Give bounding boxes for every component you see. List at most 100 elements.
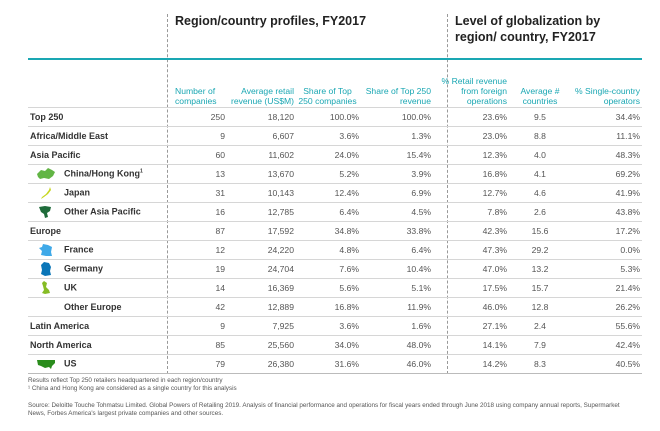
row-label: Asia Pacific: [28, 145, 167, 165]
table-cell: 48.0%: [361, 335, 433, 355]
table-cell: 34.4%: [573, 107, 642, 127]
table-cell: 2.4: [509, 316, 573, 336]
table-cell: 25,560: [227, 335, 296, 355]
col-header: Average # countries: [520, 86, 560, 106]
table-cell: 55.6%: [573, 316, 642, 336]
table-cell: 17.2%: [573, 221, 642, 241]
table-cell: 69.2%: [573, 164, 642, 184]
china-map-icon: [36, 167, 56, 181]
retail-table: Number of companies Average retail reven…: [28, 61, 642, 374]
table-cell: 13.2: [509, 259, 573, 279]
table-cell: 1.6%: [361, 316, 433, 336]
table-row: France 12 24,220 4.8% 6.4% 47.3% 29.2 0.0%: [28, 240, 642, 260]
table-cell: 11.9%: [361, 297, 433, 317]
table-row: North America 85 25,560 34.0% 48.0% 14.1% 7.9 4…: [28, 335, 642, 355]
col-header: Number of companies: [175, 86, 217, 106]
table-cell: 85: [167, 335, 227, 355]
table-cell: 9: [167, 126, 227, 146]
table-cell: 6.4%: [361, 240, 433, 260]
table-row: Germany 19 24,704 7.6% 10.4% 47.0% 13.2 5.3%: [28, 259, 642, 279]
header-row: Number of companies Average retail reven…: [28, 61, 642, 108]
col-header: Share of Top 250 revenue: [365, 86, 431, 106]
table-cell: 0.0%: [573, 240, 642, 260]
table-cell: 7.6%: [296, 259, 361, 279]
footnote: Results reflect Top 250 retailers headqu…: [28, 377, 223, 384]
table-cell: 15.4%: [361, 145, 433, 165]
table-row: Latin America 9 7,925 3.6% 1.6% 27.1% 2.4 55.6%: [28, 316, 642, 336]
row-label-text: Other Europe: [64, 302, 122, 312]
row-label: Other Europe: [28, 297, 167, 317]
asia-pacific-map-icon: [36, 205, 56, 219]
table-cell: 48.3%: [573, 145, 642, 165]
table-cell: 3.6%: [296, 126, 361, 146]
table-cell: 12.8: [509, 297, 573, 317]
row-label: Top 250: [28, 107, 167, 127]
table-cell: 8.8: [509, 126, 573, 146]
table-cell: 27.1%: [433, 316, 509, 336]
table-cell: 7,925: [227, 316, 296, 336]
row-label: Other Asia Pacific: [28, 202, 167, 222]
table-cell: 47.0%: [433, 259, 509, 279]
table-cell: 24,220: [227, 240, 296, 260]
col-header: Average retail revenue (US$M): [230, 86, 294, 106]
row-label: Latin America: [28, 316, 167, 336]
row-label: Africa/Middle East: [28, 126, 167, 146]
row-label-text: Asia Pacific: [30, 150, 81, 160]
row-label-text: North America: [30, 340, 92, 350]
row-label-text: UK: [64, 282, 77, 293]
table-cell: 42.3%: [433, 221, 509, 241]
header-rule: [28, 58, 642, 60]
row-label-text: Latin America: [30, 321, 90, 331]
table-cell: 6.9%: [361, 183, 433, 203]
table-cell: 26,380: [227, 354, 296, 374]
table-row: UK 14 16,369 5.6% 5.1% 17.5% 15.7 21.4%: [28, 278, 642, 298]
table-cell: 12: [167, 240, 227, 260]
table-cell: 5.3%: [573, 259, 642, 279]
table-cell: 4.8%: [296, 240, 361, 260]
table-cell: 6,607: [227, 126, 296, 146]
table-cell: 41.9%: [573, 183, 642, 203]
table-cell: 250: [167, 107, 227, 127]
table-cell: 42.4%: [573, 335, 642, 355]
table-cell: 11,602: [227, 145, 296, 165]
table-cell: 5.2%: [296, 164, 361, 184]
japan-map-icon: [36, 186, 56, 200]
table-row: Europe 87 17,592 34.8% 33.8% 42.3% 15.6 17.2%: [28, 221, 642, 241]
source-note: Source: Deloitte Touche Tohmatsu Limited…: [28, 402, 620, 417]
table-cell: 4.5%: [361, 202, 433, 222]
table-cell: 5.1%: [361, 278, 433, 298]
table-cell: 29.2: [509, 240, 573, 260]
row-label-text: Japan: [64, 187, 91, 198]
table-cell: 47.3%: [433, 240, 509, 260]
table-row: Other Asia Pacific 16 12,785 6.4% 4.5% 7.8% 2.…: [28, 202, 642, 222]
germany-map-icon: [36, 262, 56, 276]
table-cell: 3.6%: [296, 316, 361, 336]
row-label-text: US: [64, 358, 77, 369]
table-cell: 21.4%: [573, 278, 642, 298]
table-cell: 14.1%: [433, 335, 509, 355]
table-cell: 46.0%: [361, 354, 433, 374]
footnote: ¹ China and Hong Kong are considered as …: [28, 385, 237, 392]
table-cell: 19: [167, 259, 227, 279]
table-cell: 46.0%: [433, 297, 509, 317]
row-label: China/Hong Kong1: [28, 164, 167, 184]
table-cell: 87: [167, 221, 227, 241]
row-label-text: Europe: [30, 226, 62, 236]
table-cell: 16.8%: [433, 164, 509, 184]
table-cell: 100.0%: [361, 107, 433, 127]
table-cell: 4.1: [509, 164, 573, 184]
table-row: China/Hong Kong1 13 13,670 5.2% 3.9% 16.8% 4.1…: [28, 164, 642, 184]
col-header: Share of Top 250 companies: [298, 86, 357, 106]
table-cell: 9: [167, 316, 227, 336]
table-row: Japan 31 10,143 12.4% 6.9% 12.7% 4.6 41.9%: [28, 183, 642, 203]
table-row: Africa/Middle East 9 6,607 3.6% 1.3% 23.0% 8.8…: [28, 126, 642, 146]
table-cell: 10,143: [227, 183, 296, 203]
table-cell: 24,704: [227, 259, 296, 279]
col-header: % Retail revenue from foreign operations: [441, 76, 507, 106]
table-cell: 60: [167, 145, 227, 165]
table-cell: 4.0: [509, 145, 573, 165]
table-cell: 12.3%: [433, 145, 509, 165]
table-cell: 79: [167, 354, 227, 374]
table-row: Other Europe 42 12,889 16.8% 11.9% 46.0% 12.8 2…: [28, 297, 642, 317]
row-label-text: Other Asia Pacific: [64, 206, 141, 217]
